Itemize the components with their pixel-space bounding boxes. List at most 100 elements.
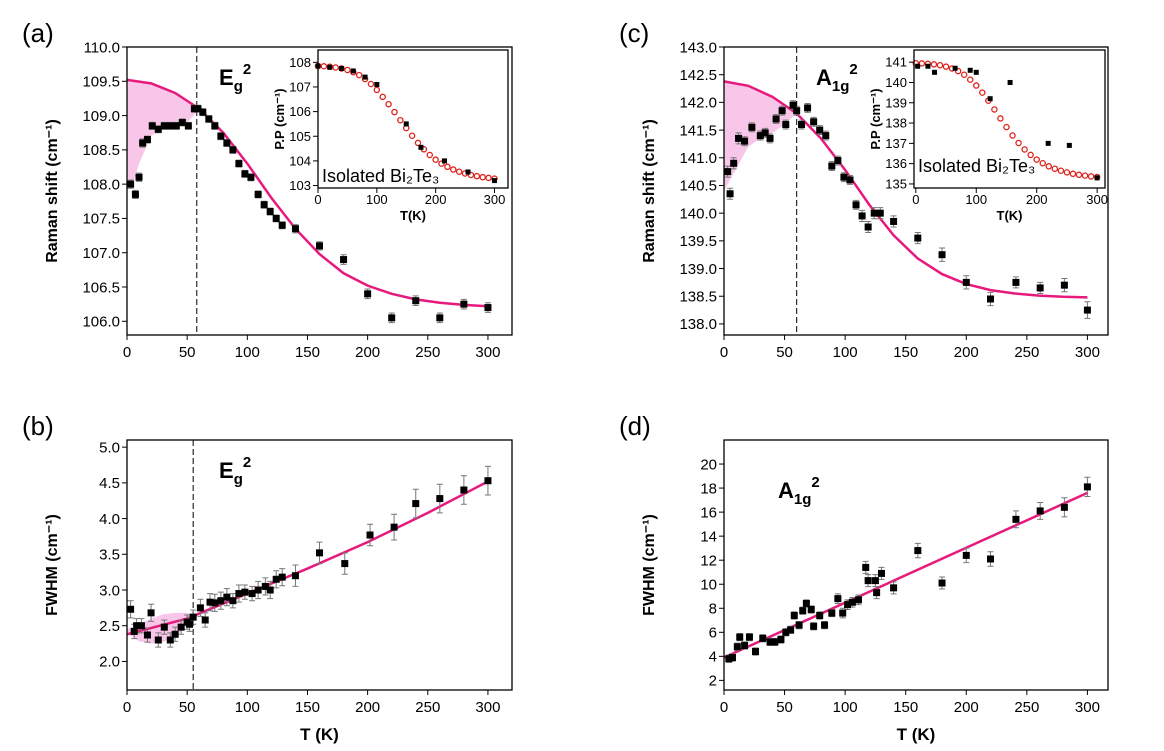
data-point xyxy=(730,159,738,167)
data-point xyxy=(235,160,243,168)
x-tick-label: 100 xyxy=(366,192,388,207)
data-point xyxy=(260,201,268,209)
x-tick-label: 100 xyxy=(833,344,858,361)
mode-base: A xyxy=(778,478,794,503)
fit-point xyxy=(954,67,962,75)
data-point xyxy=(412,500,420,508)
data-point xyxy=(799,607,807,615)
data-point xyxy=(741,137,749,145)
axes-frame xyxy=(913,49,1106,189)
fit-point xyxy=(438,160,445,167)
data-point xyxy=(278,221,286,229)
data-point xyxy=(1094,175,1100,181)
data-point xyxy=(728,654,736,662)
data-point xyxy=(135,173,143,181)
data-point xyxy=(967,67,973,73)
data-point xyxy=(131,190,139,198)
data-point xyxy=(1036,507,1044,515)
fit-point xyxy=(1033,156,1040,163)
plot-area xyxy=(723,47,1091,335)
data-point xyxy=(962,278,970,286)
fit-point xyxy=(338,65,345,72)
data-point xyxy=(436,495,444,503)
inset-note: Isolated Bi₂Te₃ xyxy=(918,156,1035,176)
fit-point xyxy=(936,61,944,69)
x-tick-label: 100 xyxy=(833,699,858,716)
data-point xyxy=(862,563,870,571)
data-point xyxy=(189,613,197,621)
x-tick-label: 0 xyxy=(123,699,131,716)
axes-frame xyxy=(723,439,1109,691)
data-point xyxy=(766,134,774,142)
plot-area xyxy=(723,476,1091,663)
fit-point xyxy=(1081,172,1089,179)
data-point xyxy=(341,560,349,568)
y-tick-label: 139.5 xyxy=(679,233,717,250)
data-point xyxy=(199,108,207,116)
data-point xyxy=(327,64,333,70)
data-point xyxy=(834,157,842,165)
y-tick-label: 8 xyxy=(709,601,717,618)
data-point xyxy=(1083,483,1091,491)
data-point xyxy=(810,622,818,630)
data-point xyxy=(484,304,492,312)
y-tick-label: 141.5 xyxy=(679,122,717,139)
data-point xyxy=(137,622,145,630)
data-point xyxy=(201,616,209,624)
data-point xyxy=(914,234,922,242)
fit-point xyxy=(1075,171,1083,179)
fit-point xyxy=(373,86,381,94)
data-point xyxy=(858,212,866,220)
data-point xyxy=(235,590,243,598)
data-point xyxy=(848,598,856,606)
x-tick-label: 300 xyxy=(475,699,500,716)
phonon-mode-label: A1g2 xyxy=(816,61,858,95)
data-point xyxy=(403,121,409,127)
x-tick-label: 150 xyxy=(295,344,320,361)
data-point xyxy=(148,122,156,130)
plot-area xyxy=(126,440,492,690)
data-point xyxy=(272,575,280,583)
y-tick-label: 140.5 xyxy=(679,178,717,195)
data-point xyxy=(864,577,872,585)
data-point xyxy=(160,122,168,130)
x-tick-label: 100 xyxy=(235,699,260,716)
x-tick-label: 200 xyxy=(355,699,380,716)
data-point xyxy=(154,125,162,133)
data-point xyxy=(217,597,225,605)
fit-point xyxy=(320,63,328,70)
y-tick-label: 20 xyxy=(700,456,717,473)
y-tick-label: 105 xyxy=(289,129,311,144)
plot-area xyxy=(912,59,1101,181)
fit-point xyxy=(1021,146,1028,153)
fit-point xyxy=(1045,163,1053,170)
x-tick-label: 200 xyxy=(954,344,979,361)
data-point xyxy=(171,630,179,638)
data-point xyxy=(229,597,237,605)
y-axis-title: P.P (cm⁻¹) xyxy=(272,88,287,149)
mode-base: E xyxy=(219,458,234,483)
panel-label: (a) xyxy=(22,18,54,48)
y-tick-label: 108.5 xyxy=(82,142,120,159)
fit-point xyxy=(1027,151,1034,159)
x-tick-label: 0 xyxy=(123,344,131,361)
x-tick-label: 0 xyxy=(720,699,728,716)
fit-point xyxy=(485,174,492,182)
fit-point xyxy=(355,71,363,79)
data-point xyxy=(914,547,922,555)
data-point xyxy=(735,134,743,142)
data-point xyxy=(1012,515,1020,523)
fit-point xyxy=(379,93,386,101)
data-point xyxy=(1083,306,1091,314)
x-axis-title: T (K) xyxy=(897,725,936,744)
mode-subscript: 1g xyxy=(832,78,850,95)
data-point xyxy=(798,121,806,129)
data-point xyxy=(316,549,323,557)
data-point xyxy=(206,598,214,606)
y-tick-label: 3.5 xyxy=(99,547,120,564)
y-tick-label: 141 xyxy=(885,55,907,70)
x-tick-label: 50 xyxy=(776,344,793,361)
inset-background xyxy=(318,50,508,188)
data-point xyxy=(491,178,497,184)
data-point xyxy=(726,190,734,198)
